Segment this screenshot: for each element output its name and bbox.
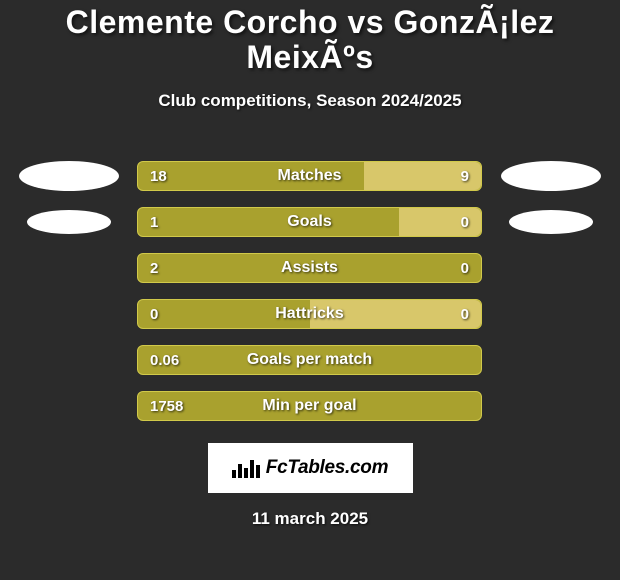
- stat-value-left: 18: [150, 162, 167, 190]
- comparison-infographic: Clemente Corcho vs GonzÃ¡lez MeixÃºs Clu…: [0, 0, 620, 529]
- stat-value-left: 1758: [150, 392, 183, 420]
- bar-fill-right: [399, 208, 481, 236]
- stat-value-right: 0: [461, 254, 469, 282]
- stat-row: 00Hattricks: [0, 291, 620, 337]
- left-badge-slot: [0, 210, 137, 234]
- stat-bar: 1758Min per goal: [137, 391, 482, 421]
- team-badge-right: [509, 210, 593, 234]
- logo-box: FcTables.com: [208, 443, 413, 493]
- stat-label: Min per goal: [138, 392, 481, 420]
- stat-row: 2 0Assists: [0, 245, 620, 291]
- date: 11 march 2025: [0, 509, 620, 529]
- stat-row: 10Goals: [0, 199, 620, 245]
- stat-bar: 10Goals: [137, 207, 482, 237]
- stat-bar: 189Matches: [137, 161, 482, 191]
- page-title: Clemente Corcho vs GonzÃ¡lez MeixÃºs: [0, 5, 620, 75]
- stat-row: 0.06Goals per match: [0, 337, 620, 383]
- right-badge-slot: [482, 161, 619, 191]
- stat-value-left: 0.06: [150, 346, 179, 374]
- stat-label: Goals per match: [138, 346, 481, 374]
- subtitle: Club competitions, Season 2024/2025: [0, 91, 620, 111]
- left-badge-slot: [0, 161, 137, 191]
- stat-value-left: 2: [150, 254, 158, 282]
- stat-row: 1758Min per goal: [0, 383, 620, 429]
- team-badge-left: [19, 161, 119, 191]
- stat-rows: 189Matches10Goals20Assists00Hattricks0.0…: [0, 153, 620, 429]
- stat-bar: 00Hattricks: [137, 299, 482, 329]
- stat-value-left: 1: [150, 208, 158, 236]
- stat-row: 189Matches: [0, 153, 620, 199]
- logo-text: FcTables.com: [266, 457, 388, 479]
- team-badge-left: [27, 210, 111, 234]
- stat-bar: 2 0Assists: [137, 253, 482, 283]
- team-badge-right: [501, 161, 601, 191]
- bar-fill-right: [310, 300, 482, 328]
- right-badge-slot: [482, 210, 619, 234]
- stat-label: Assists: [138, 254, 481, 282]
- bar-chart-icon: [232, 458, 260, 478]
- stat-bar: 0.06Goals per match: [137, 345, 482, 375]
- stat-value-left: 0: [150, 300, 158, 328]
- bar-fill-right: [364, 162, 481, 190]
